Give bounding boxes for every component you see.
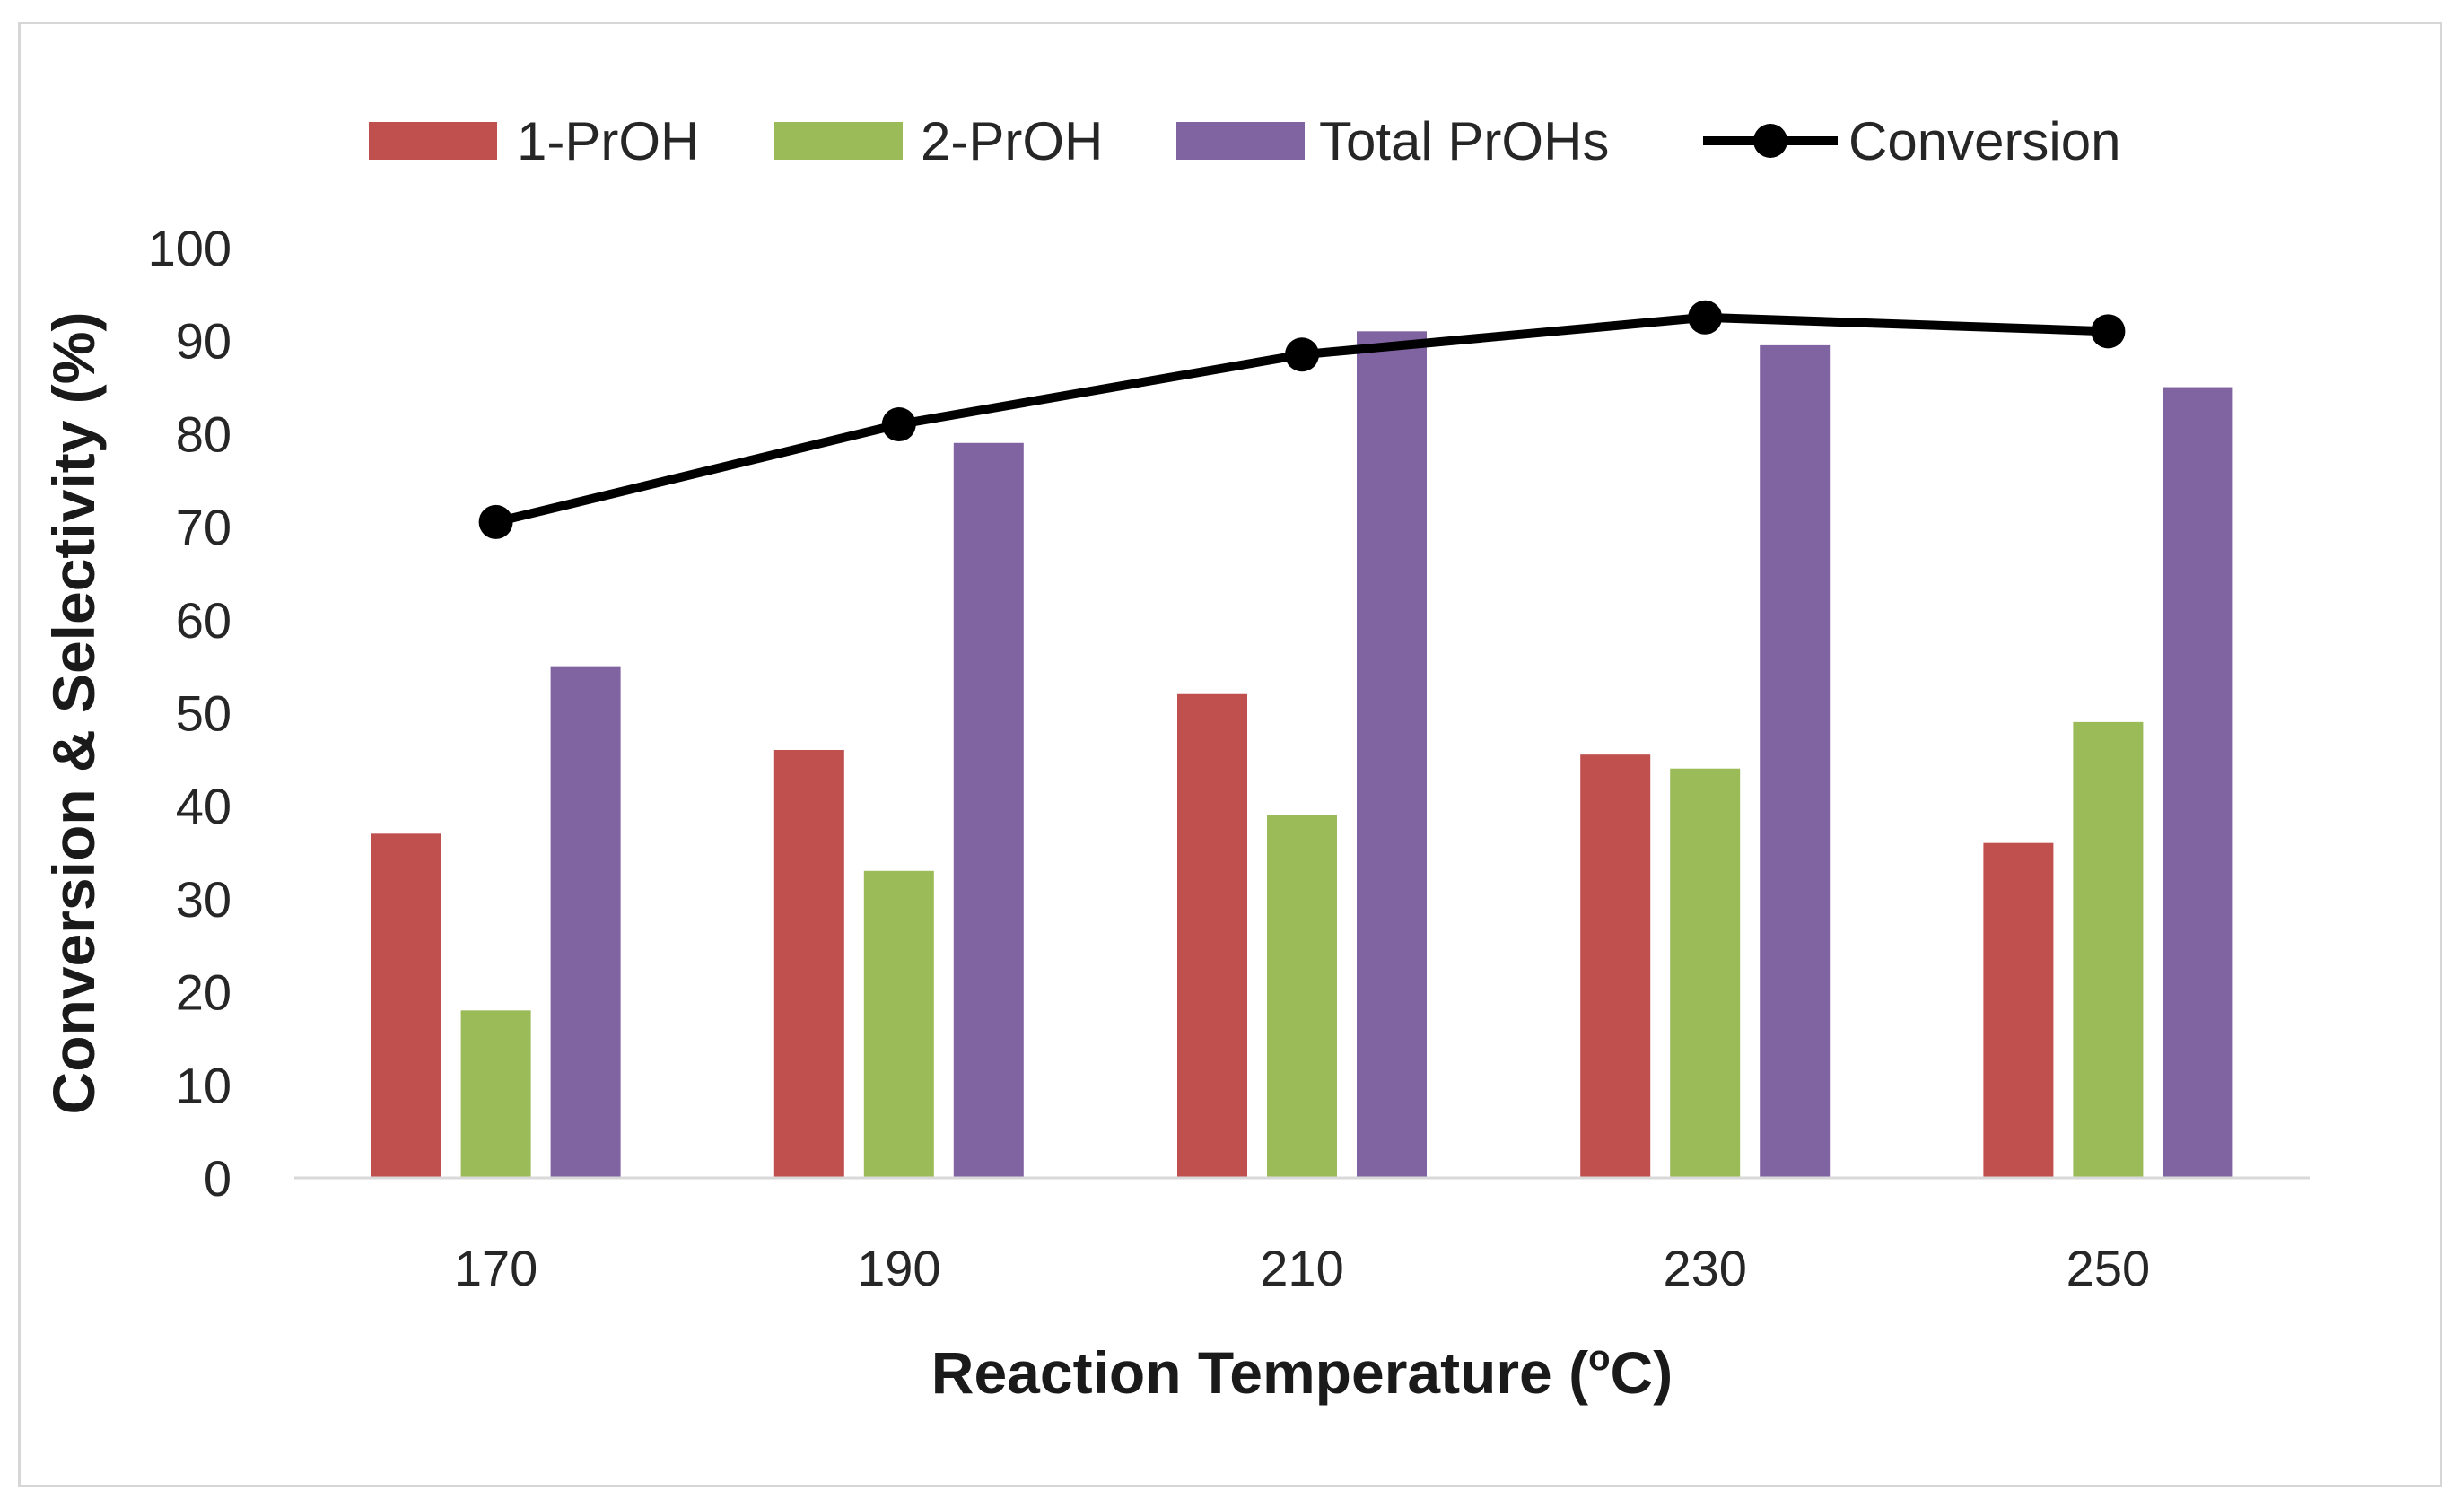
bar-total-prohs-250	[2163, 387, 2233, 1178]
x-tick-label-250: 250	[2066, 1240, 2150, 1296]
y-tick-label-10: 10	[176, 1057, 232, 1113]
legend-label-total-prohs: Total PrOHs	[1319, 111, 1609, 171]
y-tick-label-100: 100	[148, 220, 232, 276]
y-tick-label-80: 80	[176, 405, 232, 462]
legend-swatch-total-prohs	[1176, 122, 1305, 160]
x-axis-tick-labels: 170 190 210 230 250	[454, 1240, 2150, 1296]
x-tick-label-210: 210	[1260, 1240, 1343, 1296]
legend-swatch-2-proh	[774, 122, 903, 160]
y-tick-label-0: 0	[204, 1150, 232, 1207]
point-conversion-190	[881, 407, 916, 442]
x-axis-title-superscript: o	[1588, 1338, 1610, 1378]
y-tick-label-20: 20	[176, 964, 232, 1021]
legend-marker-conversion	[1753, 124, 1787, 158]
bar-total-prohs-230	[1760, 344, 1831, 1178]
bar-2-proh-170	[460, 1010, 531, 1178]
y-axis-tick-labels: 0 10 20 30 40 50 60 70 80 90 100	[148, 220, 232, 1207]
x-tick-label-170: 170	[454, 1240, 537, 1296]
legend-swatch-1-proh	[369, 122, 497, 160]
bar-1-proh-170	[371, 833, 441, 1178]
line-series-group	[478, 300, 2126, 539]
point-conversion-170	[478, 504, 513, 539]
y-tick-label-60: 60	[176, 592, 232, 649]
bar-total-prohs-170	[550, 666, 621, 1178]
x-axis-title: Reaction Temperature (oC)	[931, 1338, 1673, 1406]
y-tick-label-40: 40	[176, 778, 232, 834]
legend-label-1-proh: 1-PrOH	[517, 111, 699, 171]
bar-1-proh-210	[1177, 693, 1247, 1178]
bar-series-group	[371, 331, 2233, 1179]
bar-1-proh-250	[1983, 842, 2054, 1178]
point-conversion-250	[2091, 314, 2126, 349]
bar-total-prohs-190	[953, 442, 1024, 1178]
y-axis-title: Conversion & Selectivity (%)	[40, 312, 107, 1115]
point-conversion-230	[1688, 300, 1723, 335]
y-tick-label-70: 70	[176, 499, 232, 555]
legend-label-conversion: Conversion	[1848, 111, 2121, 171]
bar-2-proh-250	[2073, 721, 2144, 1178]
x-tick-label-230: 230	[1663, 1240, 1746, 1296]
bar-2-proh-210	[1267, 815, 1337, 1178]
legend-label-2-proh: 2-PrOH	[921, 111, 1103, 171]
bar-2-proh-190	[863, 870, 934, 1178]
y-tick-label-90: 90	[176, 313, 232, 370]
bar-2-proh-230	[1670, 768, 1741, 1178]
bar-total-prohs-210	[1357, 331, 1427, 1179]
legend: 1-PrOH 2-PrOH Total PrOHs Conversion	[369, 111, 2121, 171]
bar-1-proh-190	[773, 749, 844, 1178]
point-conversion-210	[1285, 337, 1319, 372]
y-tick-label-50: 50	[176, 685, 232, 742]
bar-1-proh-230	[1580, 754, 1651, 1178]
x-axis-title-end: C)	[1611, 1339, 1673, 1406]
y-tick-label-30: 30	[176, 871, 232, 928]
x-axis-title-main: Reaction Temperature (	[931, 1339, 1588, 1406]
x-tick-label-190: 190	[857, 1240, 940, 1296]
